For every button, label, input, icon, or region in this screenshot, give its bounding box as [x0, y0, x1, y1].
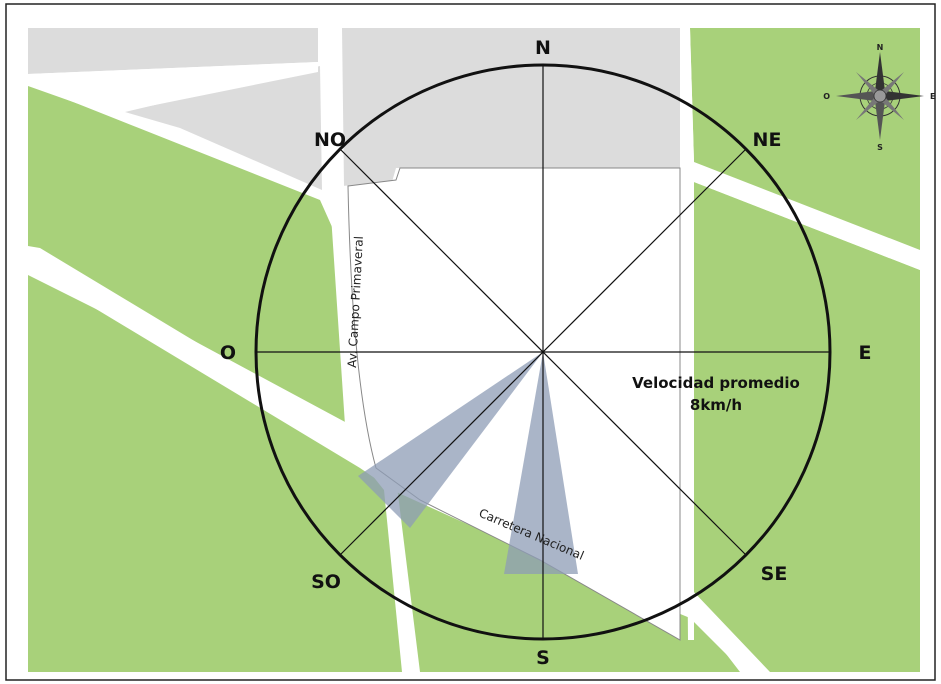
spoke-ne-so: [339, 148, 747, 556]
wind-speed-value: 8km/h: [690, 396, 742, 414]
direction-label-se: SE: [761, 563, 788, 585]
compass-rose-n: N: [877, 43, 884, 52]
east-road-diagonal: [694, 164, 920, 270]
green-area-west-upper: [28, 84, 360, 430]
wind-wedge-southwest: [358, 352, 543, 528]
compass-rose-e: E: [930, 92, 935, 101]
compass-rose-o: O: [823, 92, 830, 101]
direction-label-no: NO: [314, 129, 346, 151]
avenue-label: Av. Campo Primaveral: [345, 236, 366, 369]
green-area-east-lower: [692, 182, 920, 672]
direction-label-so: SO: [311, 571, 341, 593]
gray-block-left: [125, 66, 322, 190]
wind-direction-wedges: [358, 352, 578, 574]
gray-block-top-left: [28, 28, 318, 74]
direction-label-e: E: [859, 342, 872, 364]
wind-speed-label: Velocidad promedio: [632, 374, 800, 392]
direction-label-ne: NE: [753, 129, 782, 151]
compass-rose-icon: N E S O: [823, 43, 935, 152]
map-background: [28, 28, 920, 672]
direction-label-o: O: [220, 342, 236, 364]
wind-wedge-south: [504, 352, 578, 574]
direction-label-n: N: [535, 37, 551, 59]
gray-block-center-north: [342, 28, 680, 186]
compass-rose-s: S: [877, 143, 883, 152]
green-area-west-lower: [28, 275, 410, 672]
green-area-south: [396, 488, 740, 672]
west-road-upper: [28, 62, 318, 120]
east-road-vertical: [680, 28, 694, 640]
direction-label-s: S: [536, 647, 550, 669]
site-boundary: [347, 167, 681, 641]
wind-rose: [254, 63, 832, 641]
green-area-east-upper: [690, 28, 920, 250]
